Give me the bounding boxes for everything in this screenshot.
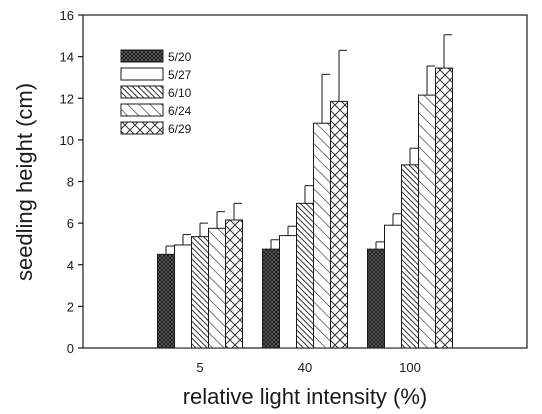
y-axis-title: seedling height (cm) xyxy=(12,83,37,281)
legend-swatch xyxy=(120,121,164,135)
legend: 5/20 5/27 6/10 6/24 6/29 xyxy=(120,49,192,136)
bar-5-20-40 xyxy=(262,248,280,349)
legend-swatch xyxy=(120,49,164,63)
y-axis: 0 2 4 6 8 10 12 14 16 xyxy=(60,8,83,356)
legend-label: 6/24 xyxy=(168,104,192,118)
bar-6-24-40 xyxy=(313,122,331,349)
bar-6-29-5 xyxy=(225,219,243,349)
x-axis-title: relative light intensity (%) xyxy=(183,384,428,409)
legend-swatch xyxy=(120,67,164,81)
legend-label: 5/20 xyxy=(168,50,192,64)
y-tick-label: 14 xyxy=(60,50,74,65)
bar-6-24-5 xyxy=(208,227,226,349)
bar-5-27-5 xyxy=(174,244,192,349)
y-tick-label: 16 xyxy=(60,8,74,23)
bar-5-27-100 xyxy=(384,224,402,349)
bar-6-10-40 xyxy=(296,202,314,349)
bars xyxy=(157,67,453,349)
y-tick-label: 12 xyxy=(60,91,74,106)
y-tick-label: 4 xyxy=(67,258,74,273)
y-tick-label: 10 xyxy=(60,133,74,148)
x-tick-label: 100 xyxy=(399,360,421,375)
y-tick-label: 0 xyxy=(67,341,74,356)
error-bars xyxy=(165,34,452,255)
bar-6-10-100 xyxy=(401,164,419,349)
x-axis: 5 40 100 xyxy=(196,360,420,375)
y-tick-label: 6 xyxy=(67,216,74,231)
y-tick-label: 2 xyxy=(67,299,74,314)
legend-label: 6/10 xyxy=(168,86,192,100)
bar-6-10-5 xyxy=(191,236,209,349)
x-tick-label: 5 xyxy=(196,360,203,375)
x-tick-label: 40 xyxy=(298,360,312,375)
bar-6-29-100 xyxy=(435,67,453,349)
legend-swatch xyxy=(120,85,164,99)
bar-6-29-40 xyxy=(330,100,348,349)
legend-label: 6/29 xyxy=(168,122,192,136)
bar-5-20-5 xyxy=(157,253,175,349)
bar-6-24-100 xyxy=(418,94,436,349)
y-tick-label: 8 xyxy=(67,175,74,190)
legend-swatch xyxy=(120,103,164,117)
bar-5-20-100 xyxy=(367,248,385,349)
legend-label: 5/27 xyxy=(168,68,192,82)
bar-5-27-40 xyxy=(279,235,297,349)
